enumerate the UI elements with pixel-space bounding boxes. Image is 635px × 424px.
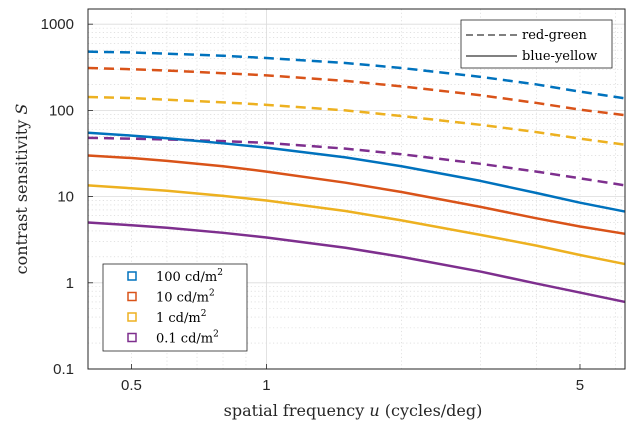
legend-swatch (127, 291, 137, 302)
plot-area (87, 50, 626, 304)
series-line-0-red-green (87, 50, 626, 100)
series-line-6-blue-yellow (87, 184, 626, 266)
luminance-legend: 100 cd/m2 10 cd/m2 1 cd/m2 0.1 cd/m2 (102, 263, 248, 352)
legend-red-green: red-green (522, 28, 588, 43)
series-line-3-red-green (87, 136, 626, 187)
legend-swatch (127, 332, 137, 343)
line-style-legend: red-green blue-yellow (460, 19, 613, 69)
y-axis-label: contrast sensitivity S (12, 104, 31, 275)
plot-frame (87, 8, 626, 370)
legend-luminance-label: 100 cd/m2 (156, 268, 223, 285)
x-axis-label: spatial frequency u (cycles/deg) (224, 401, 483, 420)
legend-swatch (127, 271, 137, 281)
y-tick-label: 1 (66, 275, 74, 292)
y-tick-label: 10 (57, 189, 74, 206)
series-line-2-red-green (87, 95, 626, 146)
y-tick-label: 100 (49, 102, 74, 119)
luminance-legend-box (102, 263, 248, 352)
legend-luminance-label: 10 cd/m2 (156, 289, 215, 306)
series-line-5-blue-yellow (87, 154, 626, 236)
axis-ticks: 0.1 1 10 100 1000 0.5 1 5 (41, 16, 585, 394)
y-tick-label: 0.1 (53, 361, 74, 378)
legend-blue-yellow: blue-yellow (522, 49, 597, 64)
series-line-4-blue-yellow (87, 131, 626, 213)
series-line-7-blue-yellow (87, 221, 626, 304)
legend-swatch (127, 312, 137, 322)
x-tick-label: 5 (576, 377, 584, 394)
y-tick-label: 1000 (41, 16, 74, 33)
x-tick-label: 1 (262, 377, 270, 394)
line-style-legend-box (460, 19, 613, 69)
legend-luminance-label: 0.1 cd/m2 (156, 330, 219, 347)
legend-luminance-label: 1 cd/m2 (156, 309, 206, 326)
x-tick-label: 0.5 (121, 377, 142, 394)
series-line-1-red-green (87, 66, 626, 117)
